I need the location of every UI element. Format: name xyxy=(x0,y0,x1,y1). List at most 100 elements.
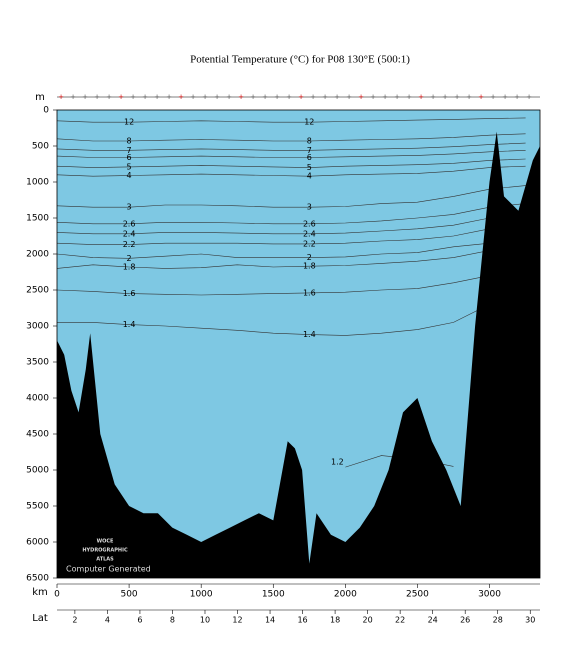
x-tick-label: 0 xyxy=(54,590,60,600)
chart-title: Potential Temperature (°C) for P08 130°E… xyxy=(190,54,410,66)
contour-label: 2.2 xyxy=(123,240,136,249)
contour-label: 2.2 xyxy=(303,239,316,248)
contour-label: 1.4 xyxy=(123,320,136,329)
contour-label: 1.6 xyxy=(123,289,136,298)
station-mark: + xyxy=(418,93,424,101)
station-mark: + xyxy=(226,93,232,101)
y-tick-label: 500 xyxy=(32,142,49,152)
x2-tick-label: 14 xyxy=(265,616,275,625)
contour-label: 1.6 xyxy=(303,288,316,297)
x-tick-label: 3000 xyxy=(478,590,501,600)
contour-line xyxy=(56,185,526,208)
contour-label: 2 xyxy=(307,253,312,262)
x2-tick-label: 16 xyxy=(297,616,307,625)
station-mark: + xyxy=(178,93,184,101)
contour-label: 4 xyxy=(307,172,312,181)
contour-line xyxy=(56,142,526,151)
station-mark: + xyxy=(310,93,316,101)
y-tick-label: 1500 xyxy=(26,214,49,224)
contour-line xyxy=(56,150,526,158)
watermark: WOCE xyxy=(97,539,114,545)
y-tick-label: 2500 xyxy=(26,286,49,296)
x-axis-label: km xyxy=(32,587,48,598)
x-tick-label: 1000 xyxy=(190,590,213,600)
x-tick-label: 2500 xyxy=(406,590,429,600)
x2-tick-label: 30 xyxy=(525,616,535,625)
contour-label: 2.6 xyxy=(303,219,316,228)
y-tick-label: 1000 xyxy=(26,178,49,188)
station-mark: + xyxy=(154,93,160,101)
note: Computer Generated xyxy=(66,565,151,574)
station-mark: + xyxy=(82,93,88,101)
contour-label: 3 xyxy=(307,203,312,212)
contour-label: 8 xyxy=(307,136,312,145)
contour-label: 1.8 xyxy=(123,262,136,271)
contour-line xyxy=(56,203,526,225)
x2-tick-label: 22 xyxy=(395,616,405,625)
x2-tick-label: 12 xyxy=(232,616,242,625)
contour-label: 5 xyxy=(127,162,132,171)
x2-tick-label: 24 xyxy=(428,616,438,625)
contour-label: 2.6 xyxy=(123,219,136,228)
y-tick-label: 6500 xyxy=(26,574,49,584)
contour-label: 7 xyxy=(307,146,312,155)
contour-line xyxy=(56,232,526,259)
station-mark: + xyxy=(454,93,460,101)
station-mark: + xyxy=(514,93,520,101)
contour-label: 7 xyxy=(127,146,132,155)
y-tick-label: 4500 xyxy=(26,430,49,440)
station-mark: + xyxy=(370,93,376,101)
contour-label: 6 xyxy=(307,153,312,162)
contour-label: 12 xyxy=(304,118,314,127)
x2-tick-label: 10 xyxy=(200,616,210,625)
watermark: HYDROGRAPHIC xyxy=(82,548,128,554)
contour-line xyxy=(56,250,490,269)
x2-axis-label: Lat xyxy=(32,613,48,624)
y-axis-label: m xyxy=(35,92,45,103)
station-mark: + xyxy=(106,93,112,101)
contour-label: 4 xyxy=(127,171,132,180)
station-mark: + xyxy=(238,93,244,101)
station-mark: + xyxy=(502,93,508,101)
contour-label: 2.4 xyxy=(123,229,136,238)
x2-tick-label: 20 xyxy=(363,616,373,625)
y-tick-label: 2000 xyxy=(26,250,49,260)
station-mark: + xyxy=(130,93,136,101)
station-mark: + xyxy=(214,93,220,101)
y-tick-label: 5500 xyxy=(26,502,49,512)
y-tick-label: 5000 xyxy=(26,466,49,476)
plot-frame xyxy=(56,109,541,579)
contour-label: 2 xyxy=(127,254,132,263)
station-mark: + xyxy=(274,93,280,101)
station-mark: + xyxy=(190,93,196,101)
station-mark: + xyxy=(406,93,412,101)
station-mark: + xyxy=(142,93,148,101)
contour-label: 6 xyxy=(127,153,132,162)
contour-line xyxy=(56,214,526,235)
station-mark: + xyxy=(262,93,268,101)
y-tick-label: 3000 xyxy=(26,322,49,332)
station-mark: + xyxy=(382,93,388,101)
x2-tick-label: 4 xyxy=(105,616,110,625)
station-mark: + xyxy=(70,93,76,101)
contour-label: 3 xyxy=(127,203,132,212)
station-mark: + xyxy=(346,93,352,101)
station-mark: + xyxy=(286,93,292,101)
x-tick-label: 1500 xyxy=(262,590,285,600)
x-tick-label: 2000 xyxy=(334,590,357,600)
contour-label: 2.4 xyxy=(303,229,316,238)
seabed xyxy=(57,131,540,578)
station-mark: + xyxy=(442,93,448,101)
y-tick-label: 0 xyxy=(43,106,49,116)
x2-tick-label: 18 xyxy=(330,616,340,625)
x2-tick-label: 26 xyxy=(460,616,470,625)
contour-line xyxy=(56,165,526,177)
station-mark: + xyxy=(394,93,400,101)
y-tick-label: 3500 xyxy=(26,358,49,368)
station-mark: + xyxy=(58,93,64,101)
station-mark: + xyxy=(166,93,172,101)
station-mark: + xyxy=(490,93,496,101)
x2-tick-label: 2 xyxy=(72,616,77,625)
station-mark: + xyxy=(430,93,436,101)
